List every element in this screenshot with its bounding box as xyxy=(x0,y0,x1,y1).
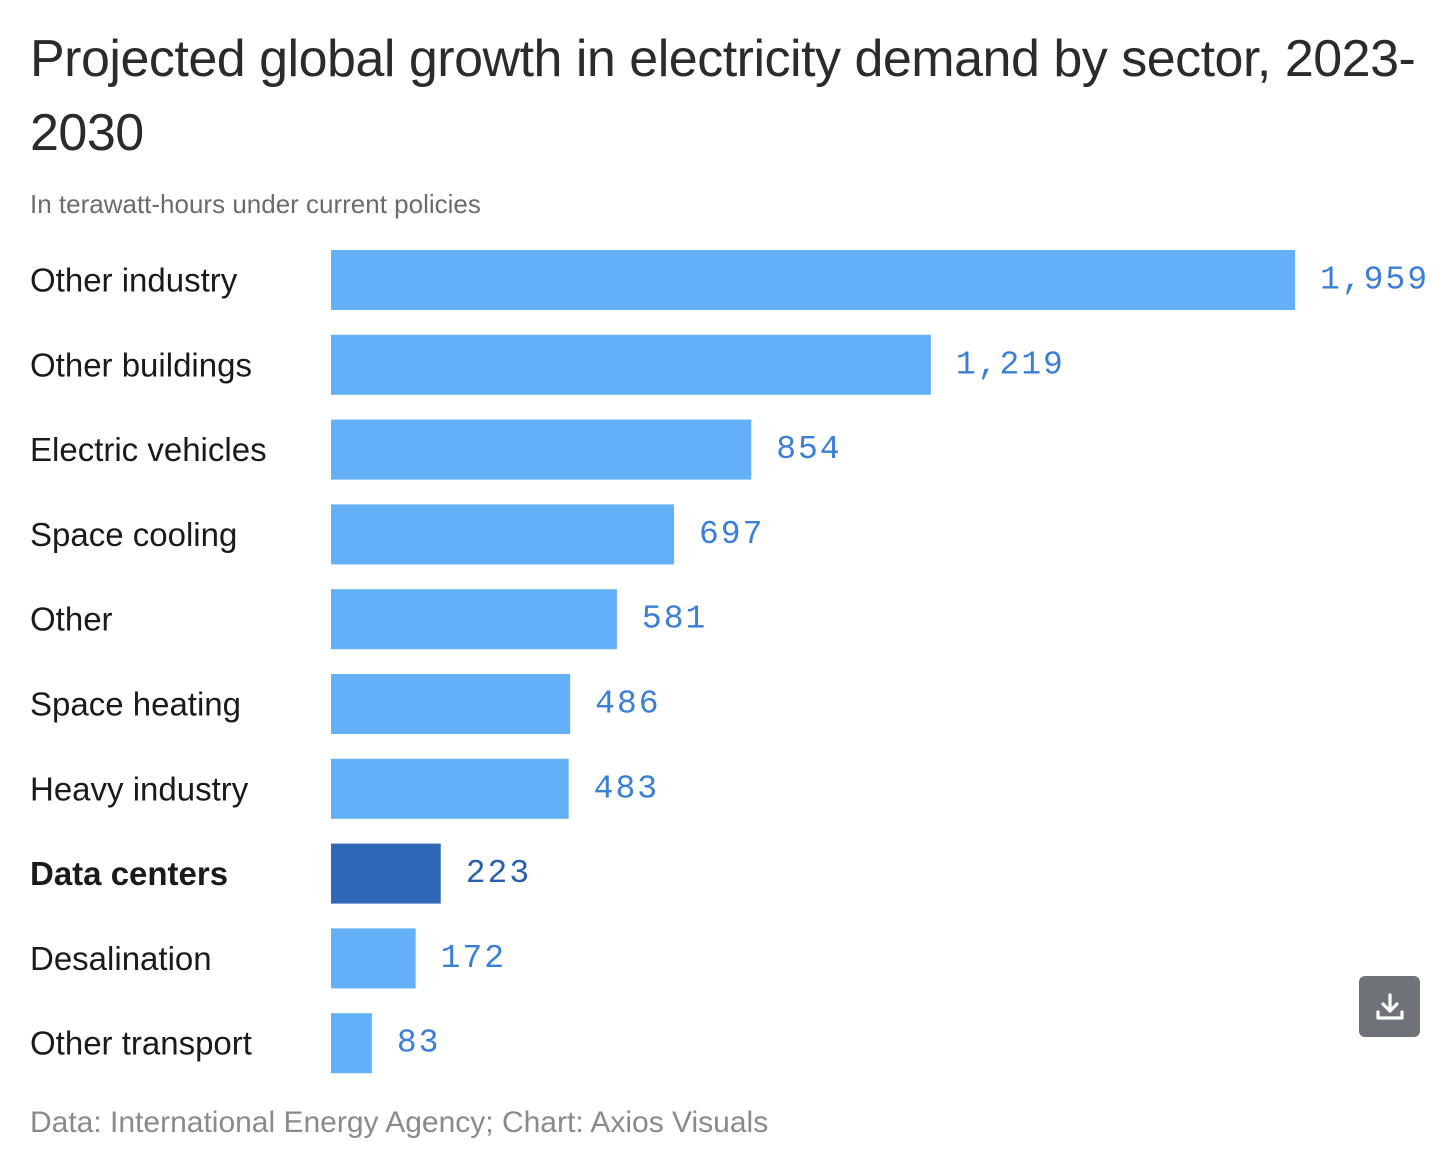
category-label: Other industry xyxy=(30,262,238,299)
category-label: Other xyxy=(30,601,113,638)
value-label: 1,219 xyxy=(956,346,1065,383)
value-label: 697 xyxy=(699,516,764,553)
category-label: Electric vehicles xyxy=(30,431,267,468)
value-label: 1,959 xyxy=(1320,262,1429,299)
bar-space-cooling xyxy=(331,504,674,565)
value-label: 854 xyxy=(776,431,841,468)
bar-heavy-industry xyxy=(331,758,569,819)
category-label: Other buildings xyxy=(30,346,252,383)
bar-other-transport xyxy=(331,1013,372,1074)
bar-chart: Other industry 1,959 Other buildings 1,219 E… xyxy=(30,250,1429,1074)
bar-electric-vehicles xyxy=(331,419,752,480)
category-label: Space heating xyxy=(30,686,241,723)
value-label: 483 xyxy=(594,770,659,807)
category-label: Data centers xyxy=(30,855,228,892)
bar-other-industry xyxy=(331,250,1295,310)
download-button[interactable] xyxy=(1359,976,1420,1037)
category-label: Space cooling xyxy=(30,516,237,553)
category-label: Desalination xyxy=(30,940,212,977)
value-label: 581 xyxy=(642,601,707,638)
bar-other-buildings xyxy=(331,334,931,395)
download-icon xyxy=(1375,992,1404,1020)
bar-space-heating xyxy=(331,674,571,734)
value-label: 172 xyxy=(441,940,506,977)
bar-data-centers xyxy=(331,843,441,904)
source-note: Data: International Energy Agency; Chart… xyxy=(30,1106,769,1139)
value-label: 486 xyxy=(595,686,660,723)
value-label: 223 xyxy=(466,855,531,892)
category-label: Other transport xyxy=(30,1025,252,1062)
bar-other xyxy=(331,589,617,650)
chart-title: Projected global growth in electricity d… xyxy=(30,30,1416,162)
chart-subtitle: In terawatt-hours under current policies xyxy=(30,189,481,219)
category-label: Heavy industry xyxy=(30,770,249,807)
bar-desalination xyxy=(331,928,416,989)
value-label: 83 xyxy=(397,1025,441,1062)
